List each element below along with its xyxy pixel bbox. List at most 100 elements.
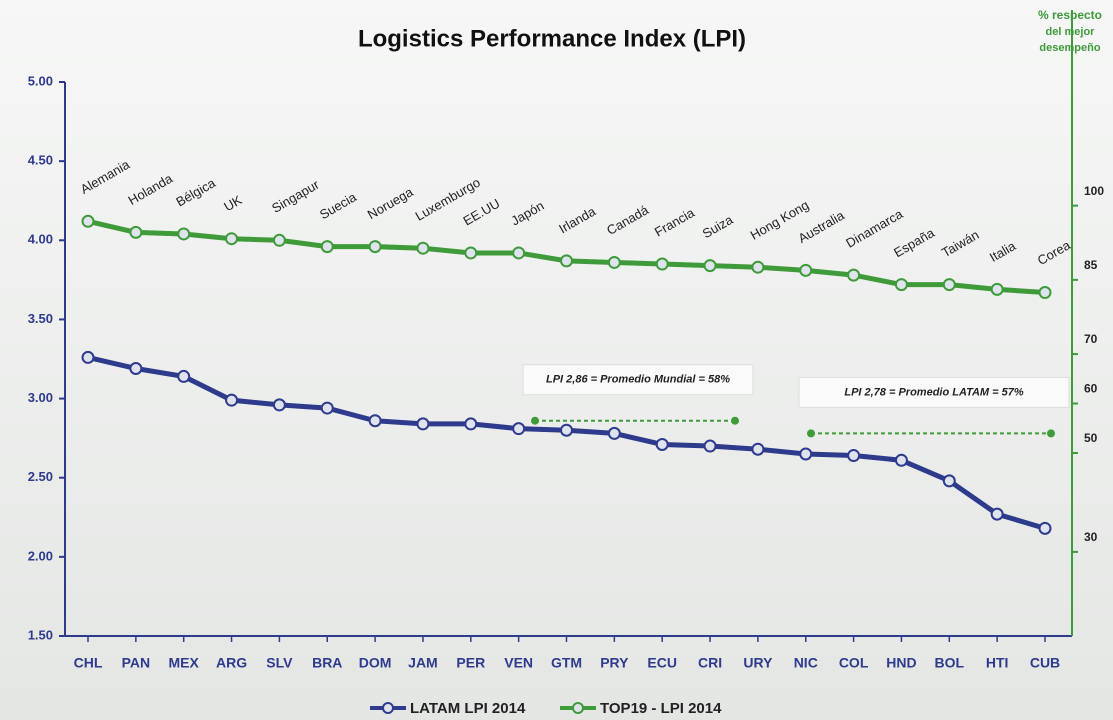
data-point xyxy=(990,282,1004,296)
point-label: Holanda xyxy=(126,170,176,208)
data-point xyxy=(416,417,430,431)
data-point xyxy=(512,246,526,260)
data-point xyxy=(1038,286,1052,300)
x-tick-label: GTM xyxy=(551,655,582,671)
data-point xyxy=(81,214,95,228)
legend-marker xyxy=(572,702,584,714)
y-tick-label: 2.50 xyxy=(28,469,53,484)
x-tick-label: ECU xyxy=(647,655,677,671)
data-point xyxy=(655,437,669,451)
reference-end xyxy=(1047,429,1055,438)
data-point xyxy=(81,350,95,364)
x-tick-label: NIC xyxy=(794,655,818,671)
point-label: Italia xyxy=(987,238,1019,265)
data-point xyxy=(703,439,717,453)
y2-tick-label: 60 xyxy=(1084,382,1098,396)
x-tick-label: MEX xyxy=(169,655,200,671)
y2-tick-label: 70 xyxy=(1084,332,1098,346)
annotation-text: LPI 2,86 = Promedio Mundial = 58% xyxy=(546,374,730,386)
point-label: Noruega xyxy=(365,184,416,222)
data-point xyxy=(368,414,382,428)
x-tick-label: COL xyxy=(839,655,869,671)
data-point xyxy=(703,259,717,273)
data-point xyxy=(847,268,861,282)
x-tick-label: PAN xyxy=(122,655,151,671)
y2-tick-label: 100 xyxy=(1084,184,1104,198)
point-label: UK xyxy=(221,192,244,214)
data-point xyxy=(129,361,143,375)
x-tick-label: URY xyxy=(743,655,773,671)
y-tick-label: 3.00 xyxy=(28,390,53,405)
x-tick-label: DOM xyxy=(359,655,392,671)
data-point xyxy=(272,233,286,247)
x-tick-label: PRY xyxy=(600,655,629,671)
data-point xyxy=(464,417,478,431)
reference-end xyxy=(807,429,815,438)
data-point xyxy=(799,447,813,461)
y2-tick-label: 50 xyxy=(1084,431,1098,445)
data-point xyxy=(272,398,286,412)
y2-tick-label: 30 xyxy=(1084,530,1098,544)
point-label: Corea xyxy=(1035,237,1074,268)
data-point xyxy=(512,422,526,436)
y-tick-label: 1.50 xyxy=(28,627,53,642)
data-point xyxy=(751,442,765,456)
x-tick-label: HND xyxy=(886,655,916,671)
point-label: Suiza xyxy=(700,212,736,242)
x-tick-label: VEN xyxy=(504,655,533,671)
data-point xyxy=(177,227,191,241)
data-point xyxy=(560,254,573,268)
chart-title: Logistics Performance Index (LPI) xyxy=(358,25,746,52)
legend-label: TOP19 - LPI 2014 xyxy=(600,700,722,717)
data-point xyxy=(225,232,239,246)
annotation-box xyxy=(798,376,1070,408)
data-point xyxy=(129,225,143,239)
point-label: Japón xyxy=(508,198,546,229)
data-point xyxy=(225,393,239,407)
y2-axis-label: % respecto xyxy=(1038,8,1102,22)
legend-marker xyxy=(382,702,394,714)
y2-axis-label: del mejor xyxy=(1046,26,1096,38)
data-point xyxy=(464,246,478,260)
data-point xyxy=(942,474,956,488)
data-point xyxy=(607,426,621,440)
x-tick-label: BOL xyxy=(935,655,965,671)
x-tick-label: JAM xyxy=(408,655,438,671)
point-label: Taiwán xyxy=(939,227,982,260)
point-label: Francia xyxy=(652,205,698,240)
point-label: Suecia xyxy=(317,189,360,222)
data-point xyxy=(560,423,573,437)
legend-label: LATAM LPI 2014 xyxy=(410,700,526,717)
data-point xyxy=(990,507,1004,521)
x-tick-label: CHL xyxy=(74,655,103,671)
point-label: Bélgica xyxy=(173,175,218,210)
data-point xyxy=(751,260,765,274)
point-label: Canadá xyxy=(604,202,652,238)
data-point xyxy=(894,453,908,467)
point-label: EE.UU xyxy=(461,196,503,229)
data-point xyxy=(607,255,621,269)
data-point xyxy=(1038,521,1052,535)
data-point xyxy=(320,240,334,254)
x-tick-label: SLV xyxy=(266,655,293,671)
data-point xyxy=(368,240,382,254)
reference-end xyxy=(531,416,539,425)
x-tick-label: HTI xyxy=(986,655,1009,671)
annotation-text: LPI 2,78 = Promedio LATAM = 57% xyxy=(844,386,1024,398)
data-point xyxy=(799,263,813,277)
data-point xyxy=(894,278,908,292)
data-point xyxy=(847,449,861,463)
x-tick-label: PER xyxy=(456,655,485,671)
y-tick-label: 4.00 xyxy=(28,232,53,247)
y-tick-label: 4.50 xyxy=(28,153,53,168)
point-label: España xyxy=(891,225,937,260)
y2-tick-label: 85 xyxy=(1084,258,1098,272)
point-label: Irlanda xyxy=(556,203,599,236)
data-point xyxy=(942,278,956,292)
point-label: Alemania xyxy=(78,156,133,196)
reference-end xyxy=(731,416,739,425)
y-tick-label: 3.50 xyxy=(28,311,53,326)
x-tick-label: ARG xyxy=(216,655,247,671)
data-point xyxy=(416,241,430,255)
